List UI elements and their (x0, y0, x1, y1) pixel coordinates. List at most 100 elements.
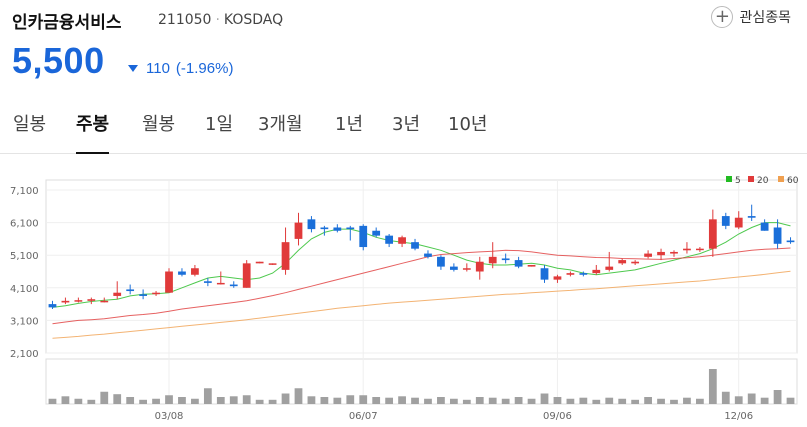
favorite-label: 관심종목 (739, 10, 791, 26)
separator-dot: · (215, 12, 220, 28)
volume-bar (152, 398, 160, 404)
volume-bar (773, 390, 782, 404)
volume-bar (372, 397, 381, 404)
candle-body (592, 269, 601, 274)
volume-pane-frame (45, 358, 798, 405)
candle-body (385, 235, 394, 244)
volume-bar (449, 398, 458, 404)
candle-body (462, 268, 471, 270)
candle-body (126, 289, 135, 292)
candle-body (359, 225, 368, 248)
candle-body (255, 261, 264, 264)
volume-bar (644, 397, 652, 404)
volume-bar (178, 397, 186, 404)
period-tabs: 일봉 주봉 월봉 1일 3개월 1년 3년 10년 (0, 102, 807, 154)
candle-body (527, 264, 536, 267)
volume-bar (229, 396, 238, 404)
candle-body (708, 219, 717, 249)
candle-body (786, 240, 795, 243)
volume-bar (139, 399, 147, 404)
volume-bar (191, 398, 199, 404)
candle-body (605, 266, 614, 270)
tab-1year[interactable]: 1년 (335, 114, 364, 135)
volume-bar (579, 397, 588, 404)
candle-body (670, 251, 678, 254)
stock-header: 인카금융서비스 211050 · KOSDAQ + 관심종목 (12, 6, 795, 33)
volume-bar (268, 399, 277, 404)
price-change: 110 (-1.96%) (128, 60, 233, 77)
volume-bar (657, 398, 665, 404)
candle-body (113, 292, 122, 296)
volume-bar (165, 395, 173, 404)
volume-bar (385, 397, 394, 404)
volume-bar (424, 398, 432, 404)
candle-body (100, 300, 109, 303)
volume-bar (203, 388, 212, 404)
volume-bar (255, 399, 264, 404)
y-tick-label: 4,100 (10, 284, 39, 295)
tab-3years[interactable]: 3년 (392, 114, 421, 135)
volume-bar (475, 397, 484, 404)
candle-body (216, 282, 225, 285)
candle-body (346, 227, 355, 230)
candle-body (734, 217, 743, 228)
legend-swatch-5 (726, 176, 732, 182)
volume-bar (346, 395, 355, 404)
ma-5-line (52, 222, 791, 308)
volume-bar (747, 393, 756, 404)
candle-body (268, 263, 277, 265)
x-tick-label: 06/07 (349, 411, 378, 422)
candle-body (191, 268, 199, 275)
candle-body (281, 242, 290, 270)
candle-body (48, 304, 57, 308)
volume-bar (553, 397, 562, 404)
volume-bar (721, 391, 730, 404)
volume-bar (87, 399, 96, 404)
change-percent: (-1.96%) (175, 60, 234, 77)
volume-bar (398, 396, 406, 404)
x-tick-label: 12/06 (724, 411, 753, 422)
volume-bar (462, 399, 471, 404)
candle-body (449, 266, 458, 270)
legend-label-5: 5 (735, 176, 741, 186)
candle-body (203, 281, 212, 283)
stock-market: KOSDAQ (223, 12, 284, 28)
volume-bar (592, 399, 601, 404)
tab-1day[interactable]: 1일 (205, 114, 234, 135)
candle-body (87, 299, 96, 301)
volume-bar (242, 395, 251, 404)
candlestick-chart[interactable]: 7,100 6,100 5,100 4,100 3,100 2,100 03/08 06/07… (0, 166, 807, 427)
legend-label-60: 60 (787, 176, 799, 186)
volume-bar (281, 393, 290, 404)
candle-body (475, 261, 484, 272)
volume-bar (320, 397, 329, 404)
volume-bar (696, 398, 704, 404)
stock-code: 211050 (158, 12, 212, 28)
tab-10years[interactable]: 10년 (448, 114, 488, 135)
tab-3months[interactable]: 3개월 (258, 114, 303, 135)
volume-bar (540, 393, 549, 404)
candle-body (398, 237, 406, 244)
tab-weekly[interactable]: 주봉 (76, 110, 110, 154)
plus-circle-icon: + (711, 6, 734, 28)
tab-monthly[interactable]: 월봉 (142, 114, 176, 135)
candle-body (411, 242, 419, 249)
stock-name: 인카금융서비스 (12, 13, 122, 33)
candle-body (501, 258, 510, 261)
volume-bar (61, 396, 70, 404)
candle-body (294, 222, 303, 239)
volume-bar (605, 397, 614, 404)
tab-daily[interactable]: 일봉 (13, 114, 47, 135)
candle-body (540, 268, 549, 280)
candle-body (372, 230, 381, 236)
candle-body (320, 227, 329, 230)
x-tick-label: 03/08 (155, 411, 184, 422)
volume-bar (100, 391, 109, 404)
legend-swatch-20 (748, 176, 754, 182)
volume-bar (126, 397, 135, 404)
candle-body (683, 248, 691, 251)
candle-body (307, 219, 316, 230)
volume-bar (760, 397, 769, 404)
y-tick-label: 5,100 (10, 251, 39, 262)
add-favorite-button[interactable]: + 관심종목 (711, 6, 791, 28)
